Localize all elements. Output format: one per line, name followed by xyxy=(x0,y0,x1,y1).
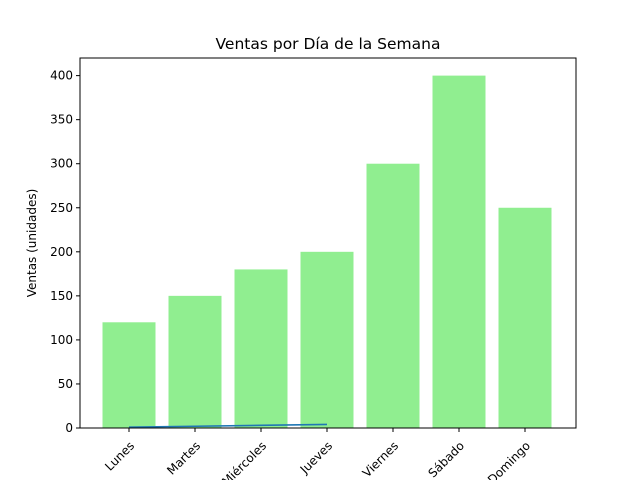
line-series-group xyxy=(128,423,328,428)
y-tick-label: 100 xyxy=(50,333,73,347)
y-tick-label: 300 xyxy=(50,157,73,171)
x-tick-label: Lunes xyxy=(102,439,137,474)
y-tick-label: 250 xyxy=(50,201,73,215)
bar-viernes xyxy=(366,163,420,428)
line-series xyxy=(128,423,328,428)
y-tick-label: 50 xyxy=(58,377,73,391)
bar-martes xyxy=(168,295,222,428)
bars-group xyxy=(102,75,552,428)
y-tick-label: 200 xyxy=(50,245,73,259)
bar-lunes xyxy=(102,322,156,428)
x-tick-label: Domingo xyxy=(485,439,533,480)
plot-frame xyxy=(79,57,577,429)
x-tick-label: Martes xyxy=(164,439,203,478)
bar-jueves xyxy=(300,251,354,428)
y-tick-label: 400 xyxy=(50,69,73,83)
y-tick-label: 150 xyxy=(50,289,73,303)
bar-miércoles xyxy=(234,269,288,428)
x-tick-label: Viernes xyxy=(360,439,401,480)
bar-domingo xyxy=(498,207,552,428)
x-tick-label: Sábado xyxy=(425,439,467,480)
x-axis-ticks: Lunes Martes Miércoles Jueves Viernes Sábado D… xyxy=(102,428,533,480)
bar-sábado xyxy=(432,75,486,428)
x-tick-label: Jueves xyxy=(297,439,335,477)
y-tick-label: 0 xyxy=(65,421,73,435)
y-axis-title: Ventas (unidades) xyxy=(25,189,39,298)
chart-title: Ventas por Día de la Semana xyxy=(216,35,441,53)
x-tick-label: Miércoles xyxy=(219,439,269,480)
y-tick-label: 350 xyxy=(50,113,73,127)
y-axis-ticks: 0 50 100 150 200 250 300 350 400 xyxy=(50,69,80,435)
